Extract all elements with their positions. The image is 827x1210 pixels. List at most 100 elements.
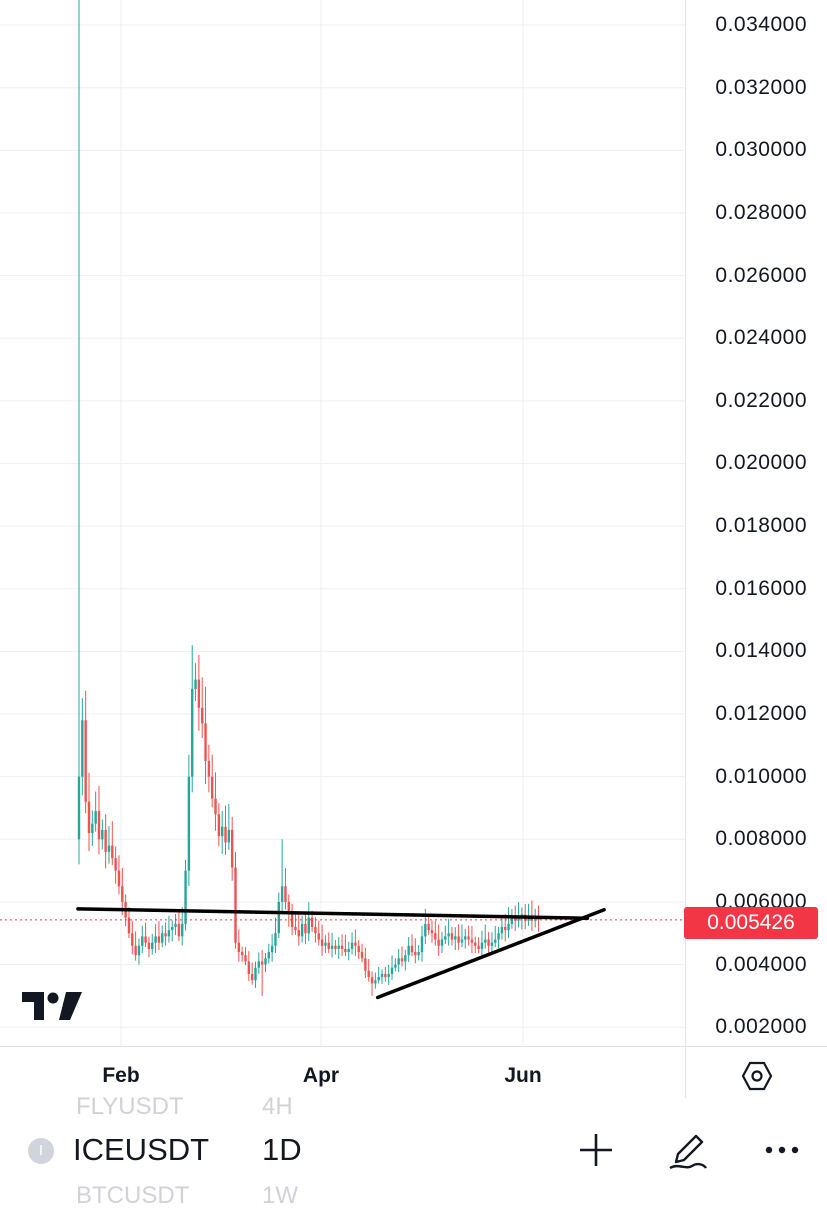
candle-body (374, 980, 377, 984)
candle-body (337, 945, 340, 949)
candle-body (347, 948, 350, 953)
candle-body (217, 814, 221, 837)
trendline (76, 907, 590, 920)
candle-body (514, 917, 517, 921)
candle-body (370, 977, 374, 984)
candle-body (277, 901, 280, 934)
add-plus-icon[interactable] (576, 1130, 616, 1170)
y-tick-label: 0.004000 (715, 952, 807, 976)
candle-body (447, 933, 450, 937)
candle-body (437, 939, 440, 946)
chart-settings-icon[interactable] (741, 1060, 773, 1092)
y-tick-label: 0.018000 (715, 514, 807, 538)
candle-body (534, 917, 537, 921)
candle-body (330, 945, 334, 949)
x-tick-label: Apr (302, 1064, 340, 1087)
candle-body (350, 942, 354, 949)
candle-body (297, 930, 300, 937)
candle-body (444, 936, 447, 940)
trendlines (76, 907, 606, 1000)
candle-body (310, 917, 314, 927)
candle-body (290, 914, 294, 927)
candle-body (97, 811, 101, 840)
ghost-symbol-above: FLYUSDT (76, 1093, 184, 1120)
x-tick-label: Feb (102, 1064, 140, 1087)
candle-body (154, 936, 157, 943)
candle-body (104, 829, 107, 852)
y-tick-label: 0.024000 (715, 326, 807, 350)
y-tick-label: 0.028000 (715, 200, 807, 224)
candle-body (364, 958, 367, 971)
y-tick-label: 0.014000 (715, 639, 807, 663)
candle-body (304, 923, 307, 934)
candle-body (407, 945, 410, 956)
candle-body (474, 942, 477, 946)
candle-body (204, 723, 207, 762)
y-tick-label: 0.012000 (715, 702, 807, 726)
candle-body (237, 942, 241, 953)
candle-body (247, 961, 251, 974)
candle-body (497, 933, 500, 940)
candle-body (504, 926, 507, 931)
interval-selector[interactable]: 1D (262, 1132, 302, 1167)
candle-body (394, 964, 397, 968)
candle-body (274, 933, 277, 946)
candle-body (334, 945, 337, 949)
candle-body (397, 958, 400, 965)
y-tick-label: 0.032000 (715, 75, 807, 99)
candle-body (457, 936, 460, 943)
candle-body (430, 930, 434, 934)
candle-body (434, 933, 437, 940)
candle-body (280, 886, 284, 902)
candle-body (400, 958, 404, 962)
candle-body (314, 926, 317, 934)
candle-body (420, 936, 424, 953)
more-options-icon[interactable] (762, 1130, 802, 1170)
candle-body (87, 801, 91, 834)
candle-body (201, 707, 204, 724)
drawing-pen-icon[interactable] (668, 1130, 708, 1170)
symbol-name[interactable]: ICEUSDT (73, 1132, 210, 1167)
candle-body (224, 826, 227, 843)
candle-body (530, 917, 534, 921)
candle-body (234, 867, 237, 943)
y-tick-label: 0.026000 (715, 263, 807, 287)
candle-body (127, 917, 131, 934)
candle-body (131, 933, 134, 946)
candle-body (270, 945, 274, 953)
candle-body (194, 679, 197, 689)
y-tick-label: 0.010000 (715, 764, 807, 788)
ghost-symbol-below: BTCUSDT (76, 1182, 190, 1209)
candle-body (174, 923, 177, 927)
candle-body (121, 886, 124, 902)
candle-body (480, 942, 484, 949)
y-tick-label: 0.034000 (715, 13, 807, 37)
candle-body (424, 923, 427, 937)
candles (77, 0, 540, 996)
candle-body (227, 829, 231, 843)
candle-body (494, 939, 497, 943)
candle-body (214, 798, 217, 815)
candle-body (191, 688, 194, 777)
candle-body (137, 945, 141, 956)
candle-body (467, 936, 470, 940)
candle-body (144, 936, 147, 943)
candle-body (184, 870, 187, 924)
candle-body (220, 826, 224, 837)
candle-body (464, 936, 467, 940)
candle-body (354, 942, 357, 946)
y-tick-label: 0.002000 (715, 1015, 807, 1039)
candle-body (390, 967, 394, 974)
candle-body (427, 923, 430, 931)
candle-body (114, 858, 117, 871)
candle-body (260, 961, 264, 965)
bottom-toolbar (0, 1098, 827, 1200)
candle-body (134, 945, 137, 956)
candle-body (94, 811, 97, 824)
candle-body (344, 948, 347, 953)
chart-grid (0, 0, 685, 1046)
candle-body (257, 961, 261, 968)
price-chart[interactable] (0, 0, 827, 1098)
candle-body (320, 939, 324, 946)
candle-body (284, 886, 287, 902)
